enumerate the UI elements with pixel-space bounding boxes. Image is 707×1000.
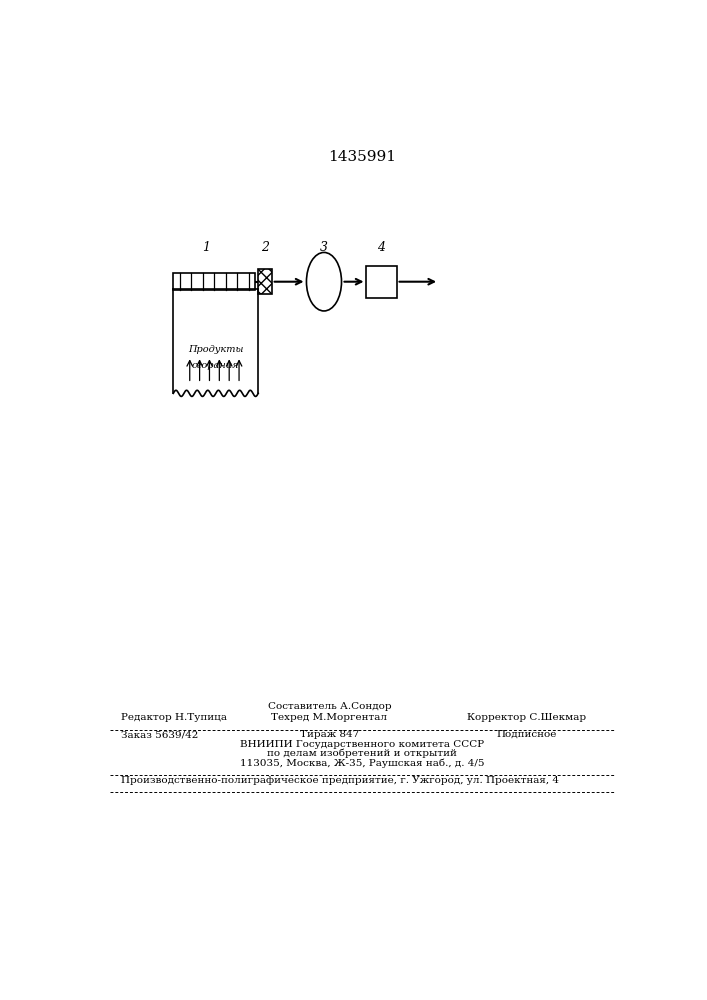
Text: ВНИИПИ Государственного комитета СССР: ВНИИПИ Государственного комитета СССР [240,740,484,749]
Text: сгорания: сгорания [192,361,240,370]
Text: Заказ 5639/42: Заказ 5639/42 [122,730,199,739]
Text: 1435991: 1435991 [328,150,397,164]
Text: Составитель А.Сондор: Составитель А.Сондор [268,702,391,711]
Text: по делам изобретений и открытий: по делам изобретений и открытий [267,749,457,758]
Text: 113035, Москва, Ж-35, Раушская наб., д. 4/5: 113035, Москва, Ж-35, Раушская наб., д. … [240,758,484,768]
Text: 3: 3 [320,241,328,254]
Bar [173,273,255,290]
Text: Редактор Н.Тупица: Редактор Н.Тупица [122,713,227,722]
Text: Техред М.Моргентал: Техред М.Моргентал [271,713,387,722]
Text: Подписное: Подписное [496,730,557,739]
Text: 2: 2 [261,241,269,254]
Ellipse shape [306,252,341,311]
Text: Продукты: Продукты [188,345,243,354]
Text: 4: 4 [378,241,385,254]
Bar [258,269,271,294]
Text: 1: 1 [202,241,210,254]
Text: Корректор С.Шекмар: Корректор С.Шекмар [467,713,586,722]
Bar [366,266,397,298]
Text: Тираж 847: Тираж 847 [300,730,359,739]
Text: Производственно-полиграфическое предприятие, г. Ужгород, ул. Проектная, 4: Производственно-полиграфическое предприя… [122,776,559,785]
